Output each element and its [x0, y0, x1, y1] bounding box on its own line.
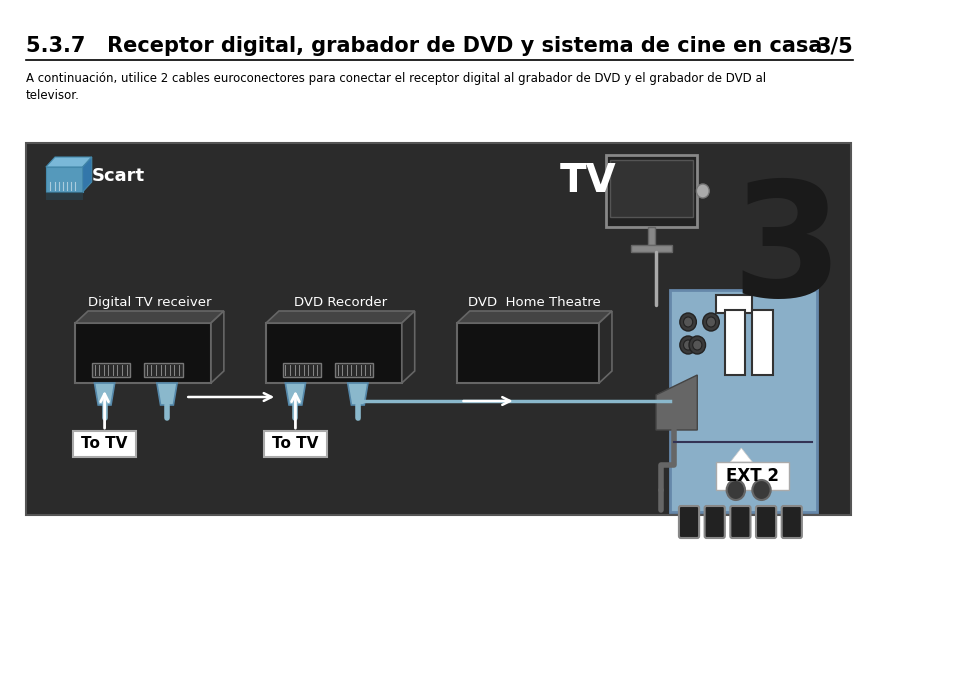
Bar [752, 310, 772, 375]
Polygon shape [75, 311, 224, 323]
Text: DVD  Home Theatre: DVD Home Theatre [467, 296, 599, 309]
Circle shape [752, 480, 770, 500]
Bar [715, 295, 752, 313]
Bar [456, 323, 598, 383]
Polygon shape [401, 311, 415, 383]
Polygon shape [211, 311, 224, 383]
Text: 3/5: 3/5 [816, 36, 852, 56]
FancyBboxPatch shape [755, 506, 776, 538]
Bar [647, 227, 655, 245]
Bar [144, 363, 182, 377]
Polygon shape [94, 383, 114, 405]
FancyBboxPatch shape [715, 462, 788, 490]
Polygon shape [730, 448, 752, 462]
Circle shape [692, 340, 701, 350]
Text: EXT 2: EXT 2 [725, 467, 778, 485]
Circle shape [706, 317, 715, 327]
Text: 3: 3 [730, 175, 841, 330]
Bar [605, 155, 697, 227]
Circle shape [682, 317, 692, 327]
Polygon shape [156, 383, 177, 405]
Bar [26, 143, 850, 515]
Circle shape [688, 336, 705, 354]
Bar [610, 160, 692, 217]
Text: DVD Recorder: DVD Recorder [294, 296, 387, 309]
Circle shape [682, 340, 692, 350]
Circle shape [679, 336, 696, 354]
Bar [264, 431, 326, 457]
Circle shape [702, 313, 719, 331]
FancyBboxPatch shape [679, 506, 699, 538]
Circle shape [726, 480, 744, 500]
Polygon shape [266, 311, 415, 323]
Text: Scart: Scart [91, 167, 145, 185]
Text: Digital TV receiver: Digital TV receiver [88, 296, 211, 309]
Text: 5.3.7   Receptor digital, grabador de DVD y sistema de cine en casa: 5.3.7 Receptor digital, grabador de DVD … [26, 36, 821, 56]
Text: To TV: To TV [272, 437, 318, 452]
Bar [724, 310, 744, 375]
Circle shape [696, 184, 708, 198]
Polygon shape [598, 311, 611, 383]
Bar [91, 363, 131, 377]
Bar [75, 323, 211, 383]
FancyBboxPatch shape [781, 506, 801, 538]
Polygon shape [656, 375, 697, 430]
Bar [266, 323, 401, 383]
Bar [73, 431, 135, 457]
Text: A continuación, utilice 2 cables euroconectores para conectar el receptor digita: A continuación, utilice 2 cables eurocon… [26, 72, 765, 102]
Polygon shape [46, 157, 91, 167]
Polygon shape [456, 311, 611, 323]
Polygon shape [46, 192, 83, 200]
Bar [631, 245, 671, 252]
FancyBboxPatch shape [730, 506, 750, 538]
Polygon shape [285, 383, 305, 405]
Polygon shape [46, 167, 83, 192]
Polygon shape [83, 157, 91, 192]
Text: TV: TV [559, 162, 616, 200]
Polygon shape [347, 383, 368, 405]
Text: To TV: To TV [81, 437, 128, 452]
Bar [669, 290, 816, 512]
Circle shape [679, 313, 696, 331]
Bar [335, 363, 373, 377]
Bar [282, 363, 321, 377]
FancyBboxPatch shape [704, 506, 724, 538]
